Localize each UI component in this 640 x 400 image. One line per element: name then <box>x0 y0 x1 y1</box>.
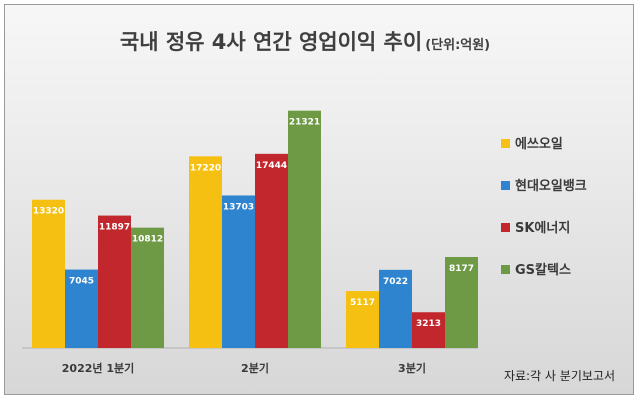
legend-swatch-1 <box>501 181 510 190</box>
category-label-2: 3분기 <box>398 361 426 375</box>
legend-swatch-3 <box>501 265 510 274</box>
bar-value-label-2-3: 8177 <box>449 264 474 274</box>
source-note: 자료:각 사 분기보고서 <box>504 369 615 383</box>
bar-value-label-2-2: 3213 <box>416 319 441 329</box>
legend-label-2: SK에너지 <box>515 220 570 236</box>
bar-value-label-1-2: 17444 <box>256 161 287 171</box>
legend-label-0: 에쓰오일 <box>515 136 563 152</box>
chart-title-unit: (단위:억원) <box>425 37 490 53</box>
bar-value-label-0-2: 11897 <box>99 223 130 233</box>
bar-2-3 <box>445 256 478 348</box>
bar-0-2 <box>98 215 131 348</box>
legend-swatch-0 <box>501 139 510 148</box>
category-label-0: 2022년 1분기 <box>62 361 134 375</box>
bar-1-1 <box>222 195 255 348</box>
chart-title: 국내 정유 4사 연간 영업이익 추이 (단위:억원) <box>120 30 490 54</box>
bar-value-label-2-0: 5117 <box>350 298 375 308</box>
legend-swatch-2 <box>501 223 510 232</box>
bar-value-label-1-1: 13703 <box>223 202 254 212</box>
bar-value-label-1-3: 21321 <box>289 118 320 128</box>
bar-2-0 <box>346 291 379 348</box>
chart-title-main: 국내 정유 4사 연간 영업이익 추이 <box>120 30 422 54</box>
category-label-1: 2분기 <box>241 361 269 375</box>
bar-value-label-0-1: 7045 <box>69 277 94 287</box>
bar-1-2 <box>255 153 288 348</box>
bar-0-1 <box>65 269 98 348</box>
category-labels: 2022년 1분기 2분기 3분기 <box>62 361 426 375</box>
bar-value-label-0-0: 13320 <box>33 207 64 217</box>
bar-0-3 <box>131 227 164 348</box>
bar-0-0 <box>32 199 65 348</box>
bar-value-label-1-0: 17220 <box>190 163 221 173</box>
bar-2-2 <box>412 312 445 348</box>
legend-label-3: GS칼텍스 <box>515 262 571 278</box>
legend-label-1: 현대오일뱅크 <box>515 178 587 194</box>
bar-1-3 <box>288 110 321 348</box>
bar-2-1 <box>379 269 412 348</box>
bar-1-0 <box>189 156 222 348</box>
bar-value-label-0-3: 10812 <box>132 235 163 245</box>
bar-value-label-2-1: 7022 <box>383 277 408 287</box>
